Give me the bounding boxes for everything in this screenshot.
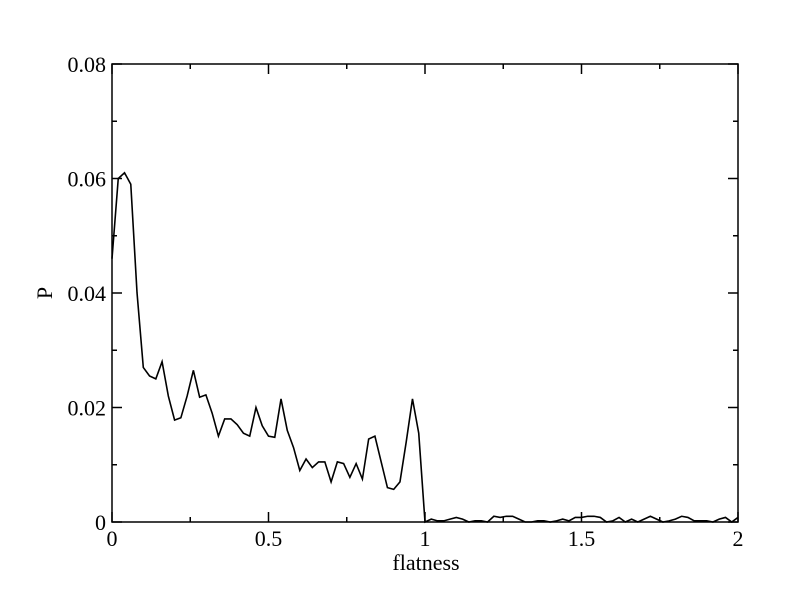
y-axis-label: P (32, 287, 57, 299)
x-axis-label: flatness (392, 550, 459, 575)
x-tick-label: 1 (420, 526, 431, 551)
y-tick-label: 0 (95, 510, 106, 535)
plot-frame (111, 63, 739, 523)
x-tick-label: 0 (107, 526, 118, 551)
x-tick-label: 2 (733, 526, 744, 551)
x-tick-label: 1.5 (568, 526, 596, 551)
x-tick-label: 0.5 (255, 526, 283, 551)
y-tick-label: 0.04 (68, 281, 107, 306)
y-tick-label: 0.02 (68, 396, 107, 421)
y-tick-label: 0.08 (68, 52, 107, 77)
data-line (111, 171, 739, 524)
y-tick-label: 0.06 (68, 167, 107, 192)
